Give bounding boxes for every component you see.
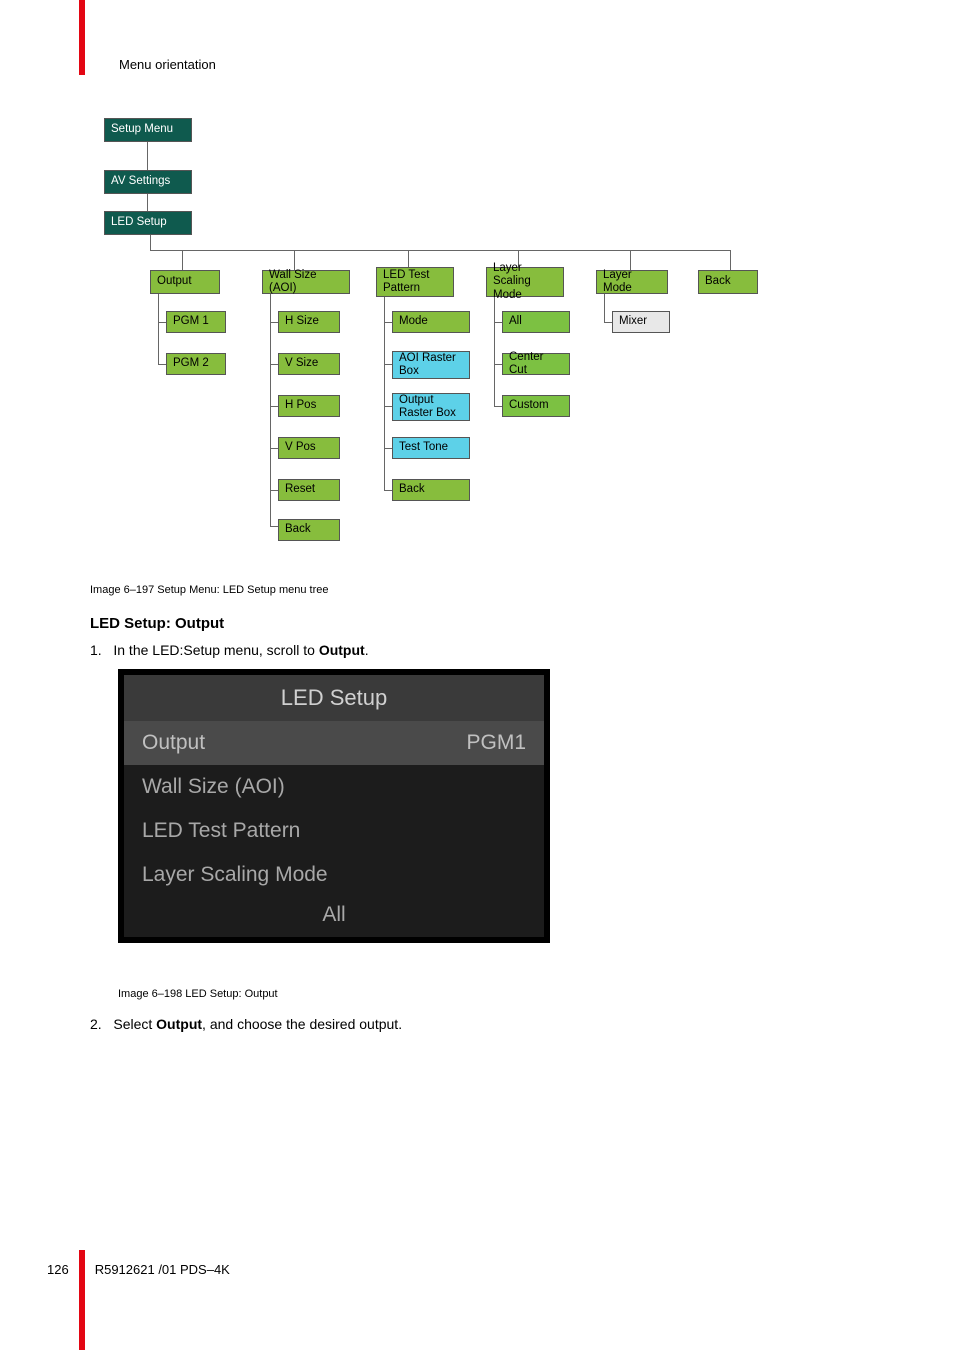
tree-line [604, 322, 612, 323]
tree-line [182, 250, 183, 270]
tree-line [150, 250, 730, 251]
row-label: Layer Scaling Mode [142, 863, 328, 887]
tree-node: Custom [502, 395, 570, 417]
menu-tree-diagram: Setup Menu AV Settings LED Setup Output … [90, 108, 870, 558]
row-value: PGM1 [466, 731, 526, 755]
tree-node: H Pos [278, 395, 340, 417]
tree-node: PGM 1 [166, 311, 226, 333]
tree-line [384, 406, 392, 407]
step-number: 1. [90, 642, 102, 658]
tree-node: V Pos [278, 437, 340, 459]
tree-node: Mixer [612, 311, 670, 333]
tree-line [158, 294, 159, 364]
tree-node-back: Back [698, 270, 758, 294]
tree-node-led-test: LED Test Pattern [376, 267, 454, 297]
tree-node-wall-size: Wall Size (AOI) [262, 270, 350, 294]
tree-line [270, 490, 278, 491]
tree-node-av-settings: AV Settings [104, 170, 192, 194]
tree-node: PGM 2 [166, 353, 226, 375]
tree-node-layer-mode: Layer Mode [596, 270, 668, 294]
tree-node: H Size [278, 311, 340, 333]
tree-node: AOI Raster Box [392, 351, 470, 379]
tree-line [730, 250, 731, 270]
tree-line [384, 297, 385, 491]
screenshot-row: Wall Size (AOI) [124, 765, 544, 809]
tree-node-layer-scaling: Layer Scaling Mode [486, 267, 564, 297]
tree-line [494, 322, 502, 323]
screenshot-title: LED Setup [124, 675, 544, 721]
tree-line [270, 322, 278, 323]
tree-node: Reset [278, 479, 340, 501]
tree-line [158, 322, 166, 323]
tree-node: Mode [392, 311, 470, 333]
doc-id: R5912621 /01 PDS–4K [95, 1262, 230, 1277]
tree-line [494, 297, 495, 407]
tree-line [270, 406, 278, 407]
tree-line [384, 448, 392, 449]
tree-node: Back [278, 519, 340, 541]
section-heading: LED Setup: Output [90, 615, 224, 632]
tree-line [147, 142, 148, 170]
tree-node: V Size [278, 353, 340, 375]
footer: 126 R5912621 /01 PDS–4K [47, 1262, 230, 1277]
screenshot-row: Layer Scaling Mode [124, 853, 544, 897]
step-text: Select [113, 1016, 156, 1032]
led-setup-screenshot: LED Setup Output PGM1 Wall Size (AOI) LE… [118, 669, 550, 943]
row-label: Wall Size (AOI) [142, 775, 285, 799]
tree-node-setup-menu: Setup Menu [104, 118, 192, 142]
tree-line [494, 364, 502, 365]
tree-line [150, 235, 151, 250]
tree-line [270, 364, 278, 365]
tree-node: Back [392, 479, 470, 501]
tree-node-led-setup: LED Setup [104, 211, 192, 235]
step-1: 1. In the LED:Setup menu, scroll to Outp… [90, 642, 369, 658]
tree-line [630, 250, 631, 270]
tree-node: Output Raster Box [392, 393, 470, 421]
tree-line [604, 294, 605, 322]
tree-line [147, 194, 148, 211]
tree-line [408, 250, 409, 267]
tree-line [270, 526, 278, 527]
tree-line [158, 364, 166, 365]
step-text: . [365, 642, 369, 658]
row-label: Output [142, 731, 205, 755]
tree-line [270, 294, 271, 526]
tree-node: Center Cut [502, 353, 570, 375]
step-2: 2. Select Output, and choose the desired… [90, 1016, 402, 1032]
tree-node-output: Output [150, 270, 220, 294]
caption-1: Image 6–197 Setup Menu: LED Setup menu t… [90, 584, 329, 596]
screenshot-sub: All [124, 897, 544, 937]
screenshot-row: LED Test Pattern [124, 809, 544, 853]
tree-line [384, 322, 392, 323]
tree-line [494, 406, 502, 407]
step-text: , and choose the desired output. [202, 1016, 402, 1032]
page-header: Menu orientation [119, 57, 216, 72]
tree-node: All [502, 311, 570, 333]
step-number: 2. [90, 1016, 102, 1032]
tree-line [384, 364, 392, 365]
page-number: 126 [47, 1262, 69, 1277]
accent-bar-top [79, 0, 85, 75]
tree-line [384, 490, 392, 491]
step-bold: Output [319, 642, 365, 658]
screenshot-row-output: Output PGM1 [124, 721, 544, 765]
step-bold: Output [156, 1016, 202, 1032]
tree-line [270, 448, 278, 449]
tree-node: Test Tone [392, 437, 470, 459]
screenshot-inner: LED Setup Output PGM1 Wall Size (AOI) LE… [124, 675, 544, 937]
tree-line [294, 250, 295, 270]
caption-2: Image 6–198 LED Setup: Output [118, 988, 278, 1000]
step-text: In the LED:Setup menu, scroll to [113, 642, 318, 658]
row-label: LED Test Pattern [142, 819, 300, 843]
